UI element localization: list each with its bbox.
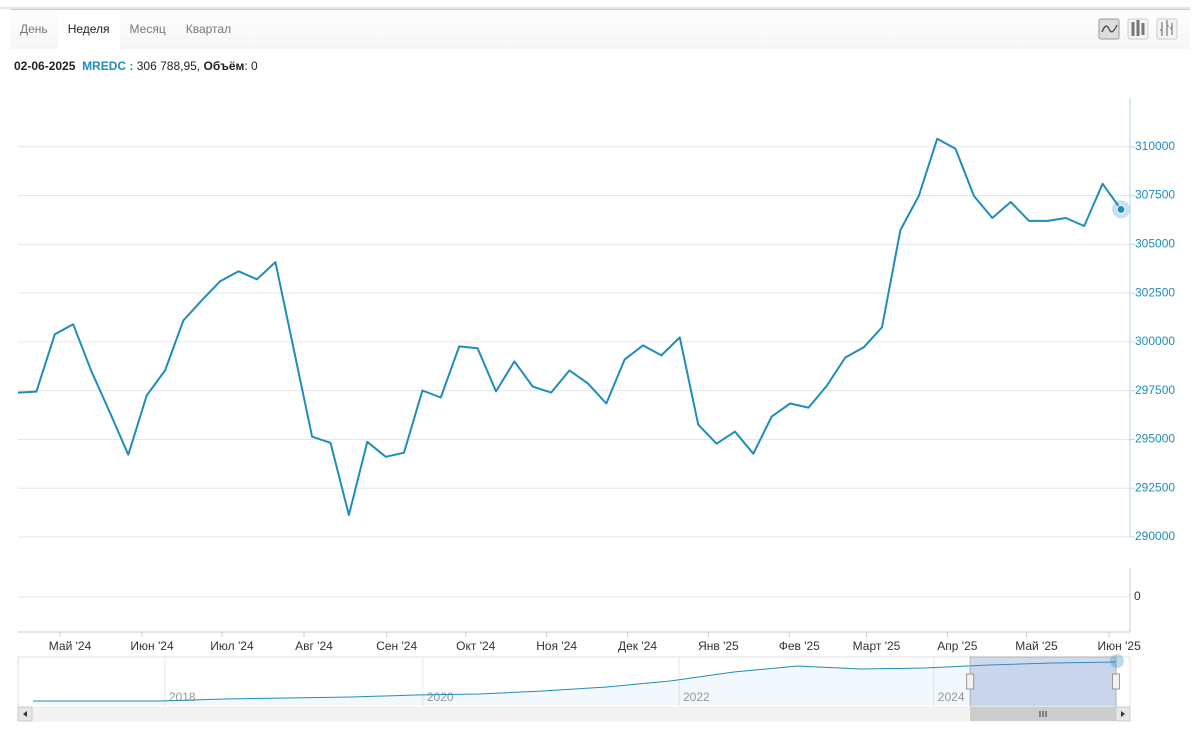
scroll-left-arrow bbox=[23, 711, 27, 717]
scrollbar-track bbox=[17, 706, 1131, 722]
y-tick-label: 295000 bbox=[1135, 432, 1175, 446]
x-tick-label: Июл '24 bbox=[210, 639, 254, 653]
navigator-line bbox=[33, 661, 1117, 702]
price-line bbox=[17, 137, 1122, 516]
navigator-end-marker bbox=[1110, 654, 1124, 668]
volume-text: : 0 bbox=[244, 59, 258, 73]
tab[interactable]: Неделя bbox=[57, 10, 120, 49]
x-tick-label: Июн '24 bbox=[130, 639, 174, 653]
tab[interactable]: Квартал bbox=[185, 22, 232, 36]
x-tick-label: Апр '25 bbox=[937, 639, 977, 653]
y-tick-label: 297500 bbox=[1135, 383, 1175, 397]
x-tick-label: Май '25 bbox=[1015, 639, 1058, 653]
y-tick-label: 305000 bbox=[1135, 237, 1175, 251]
tab[interactable]: Месяц bbox=[129, 22, 166, 36]
navigator-bg bbox=[17, 656, 1131, 708]
x-tick-label: Авг '24 bbox=[295, 639, 333, 653]
navigator-area bbox=[33, 662, 1116, 705]
x-tick-label: Дек '24 bbox=[618, 639, 657, 653]
navigator-selection bbox=[969, 656, 1117, 708]
x-tick-label: Сен '24 bbox=[376, 639, 417, 653]
series-label: MREDC : bbox=[82, 59, 134, 73]
navigator-tick-label: 2020 bbox=[427, 690, 454, 704]
value-text: 306 788,95, bbox=[136, 59, 201, 73]
date: 02-06-2025 bbox=[14, 59, 76, 73]
volume-label: Объём bbox=[203, 59, 245, 73]
x-tick-label: Июн '25 bbox=[1098, 639, 1142, 653]
y-tick-label: 302500 bbox=[1135, 285, 1175, 299]
ohlc-icon bbox=[1160, 20, 1173, 36]
chart-type-buttons[interactable] bbox=[1098, 18, 1178, 40]
tab-bar: День Неделя Месяц Квартал bbox=[10, 9, 1190, 49]
x-tick-label: Март '25 bbox=[853, 639, 901, 653]
line-icon bbox=[1101, 24, 1118, 33]
y-tick-label: 300000 bbox=[1135, 334, 1175, 348]
x-tick-label: Янв '25 bbox=[698, 639, 739, 653]
y-tick-label: 290000 bbox=[1135, 529, 1175, 543]
x-tick-label: Май '24 bbox=[49, 639, 92, 653]
x-tick-label: Фев '25 bbox=[779, 639, 820, 653]
hover-marker bbox=[1116, 204, 1126, 214]
navigator-handle[interactable] bbox=[966, 673, 975, 690]
y-tick-label: 292500 bbox=[1135, 480, 1175, 494]
x-tick-label: Окт '24 bbox=[456, 639, 496, 653]
scrollbar-grip bbox=[1039, 711, 1047, 717]
candle-icon bbox=[1131, 20, 1145, 36]
y-tick-label: 310000 bbox=[1135, 139, 1175, 153]
tab[interactable]: День bbox=[20, 22, 48, 36]
navigator-tick-label: 2022 bbox=[683, 690, 710, 704]
navigator-tick-label: 2024 bbox=[938, 690, 965, 704]
volume-tick-label: 0 bbox=[1134, 589, 1141, 603]
scroll-right-arrow bbox=[1121, 711, 1125, 717]
x-tick-label: Ноя '24 bbox=[536, 639, 577, 653]
y-tick-label: 307500 bbox=[1135, 188, 1175, 202]
navigator-handle[interactable] bbox=[1112, 673, 1120, 690]
info-line: 02-06-2025 MREDC : 306 788,95, Объём: 0 bbox=[14, 59, 258, 73]
